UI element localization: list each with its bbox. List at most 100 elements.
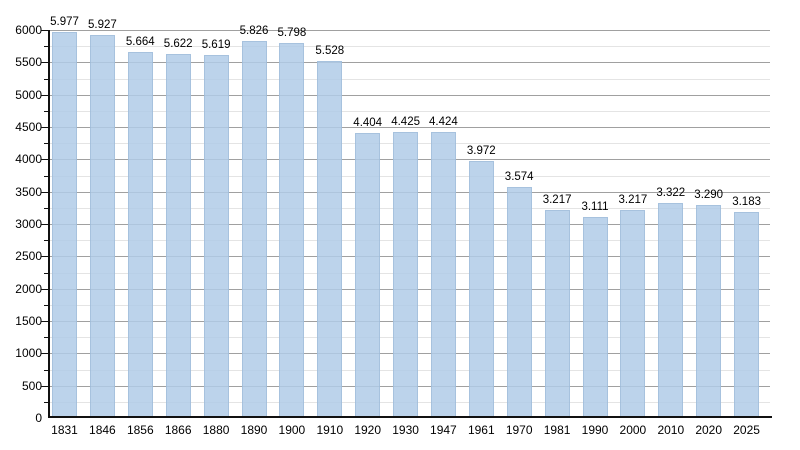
bar-value-label: 5.826 (239, 25, 269, 38)
bar (355, 133, 381, 418)
y-axis-major-tick (41, 30, 48, 31)
x-axis-tick-label: 1981 (543, 423, 571, 437)
bar (127, 51, 153, 418)
bar-value-label: 4.424 (429, 115, 458, 128)
x-axis-tick-label: 1866 (164, 423, 192, 437)
y-axis-major-tick (41, 353, 48, 355)
y-axis-tick-label: 3500 (15, 184, 42, 199)
gridline-minor (50, 78, 770, 80)
y-axis-minor-tick (44, 240, 48, 242)
y-axis-minor-tick (44, 143, 48, 145)
y-axis-major-tick (41, 62, 48, 64)
x-axis-tick-label: 1831 (51, 423, 78, 437)
x-axis-tick-label: 2000 (619, 423, 647, 437)
bar (165, 54, 191, 418)
y-axis-tick-label: 1500 (15, 314, 42, 328)
bar (52, 31, 77, 418)
y-axis-major-tick (41, 159, 48, 161)
bar (734, 212, 760, 418)
x-axis-tick-label: 2025 (733, 423, 760, 437)
x-axis-tick-label: 1900 (278, 423, 306, 437)
y-axis-minor-tick (44, 304, 48, 306)
bar-value-label: 5.664 (125, 35, 155, 48)
bar (430, 131, 456, 418)
x-axis-tick-label: 2020 (695, 423, 723, 437)
bar-value-label: 3.574 (504, 170, 534, 183)
x-axis-tick-label: 1890 (240, 423, 268, 437)
bar (582, 216, 608, 418)
plot-area: 5.977 5.927 5.664 5.622 5.619 5.826 5.798 5.528… (50, 16, 770, 418)
y-axis-tick-label: 2500 (15, 249, 42, 264)
y-axis-minor-tick (44, 369, 48, 371)
bar-value-label: 3.217 (542, 194, 572, 206)
y-axis-tick-label: 3000 (15, 217, 42, 231)
y-axis-minor-tick (44, 207, 48, 209)
y-axis-minor-tick (44, 175, 48, 177)
gridline-minor (50, 46, 770, 48)
bar-value-label: 3.217 (618, 194, 648, 206)
y-axis-minor-tick (44, 272, 48, 274)
bar (393, 131, 419, 418)
x-axis-tick-label: 1947 (430, 423, 457, 437)
bar (620, 210, 646, 418)
bar (203, 54, 229, 418)
y-axis-major-tick (41, 191, 48, 193)
x-axis-tick-label: 1920 (354, 423, 382, 437)
y-axis-tick-label: 0 (35, 411, 42, 425)
y-axis-tick-label: 6000 (15, 23, 42, 37)
bar-value-label: 3.183 (732, 196, 761, 209)
bar-value-label: 5.622 (163, 38, 193, 51)
bar (696, 205, 722, 418)
bar-value-label: 5.927 (88, 18, 117, 31)
gridline-major (50, 94, 770, 96)
bar (241, 41, 267, 418)
x-axis-tick-label: 1990 (581, 423, 609, 437)
gridline-major (50, 30, 770, 31)
y-axis-line (48, 30, 50, 418)
x-axis-tick-label: 1961 (467, 423, 495, 437)
y-axis-major-tick (41, 321, 48, 322)
x-axis-tick-label: 1880 (202, 423, 230, 437)
x-axis-tick-label: 2010 (657, 423, 685, 437)
y-axis-minor-tick (44, 401, 48, 403)
y-axis-major-tick (41, 127, 48, 128)
bar-value-label: 3.322 (656, 187, 686, 200)
y-axis-tick-label: 5000 (15, 87, 42, 102)
y-axis-minor-tick (44, 78, 48, 80)
x-axis-tick-label: 1930 (392, 423, 419, 437)
bar-value-label: 3.111 (581, 200, 609, 213)
x-axis-tick-label: 1910 (316, 423, 344, 437)
y-axis-major-tick (41, 288, 48, 290)
bar (317, 60, 343, 418)
y-axis-major-tick (41, 256, 48, 258)
bar-value-label: 3.290 (694, 189, 724, 202)
y-axis-tick-label: 2000 (15, 281, 42, 296)
bar (544, 210, 570, 418)
y-axis-minor-tick (44, 110, 48, 112)
bar (89, 34, 115, 418)
y-axis-major-tick (41, 385, 48, 387)
y-axis-major-tick (41, 224, 48, 225)
y-axis-minor-tick (44, 337, 48, 339)
bar-value-label: 5.977 (50, 15, 79, 28)
x-axis-line (48, 416, 772, 418)
y-axis-tick-label: 500 (21, 378, 42, 393)
bar-value-label: 4.404 (353, 117, 383, 130)
bar-value-label: 4.425 (391, 115, 420, 128)
gridline-minor (50, 110, 770, 112)
y-axis-minor-tick (44, 46, 48, 48)
y-axis-tick-label: 1000 (15, 346, 42, 361)
bar (658, 203, 684, 418)
gridline-major (50, 127, 770, 128)
bar (279, 43, 305, 418)
x-axis-tick-label: 1856 (126, 423, 154, 437)
gridline-major (50, 62, 770, 64)
y-axis-major-tick (41, 94, 48, 96)
bar-value-label: 5.528 (315, 44, 345, 57)
x-axis-tick-label: 1846 (89, 423, 116, 437)
bar-value-label: 3.972 (466, 145, 496, 158)
bar-value-label: 5.619 (201, 38, 231, 51)
bar (506, 186, 532, 418)
y-axis-tick-label: 4500 (15, 120, 42, 134)
